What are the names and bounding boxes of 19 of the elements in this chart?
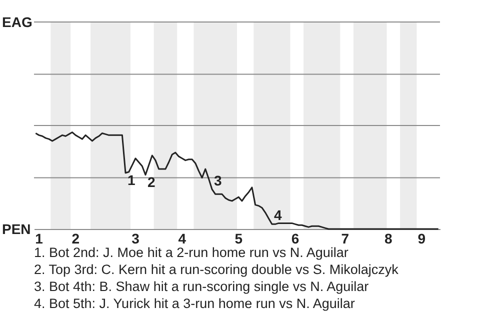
x-tick-label: 6 [291, 230, 300, 246]
x-tick-label: 3 [132, 230, 140, 246]
annotation: 4 [274, 207, 282, 224]
x-tick-label: 9 [418, 230, 426, 246]
x-tick-label: 1 [35, 230, 44, 246]
x-tick-label: 4 [178, 230, 186, 246]
x-tick-label: 8 [384, 230, 393, 246]
text: 2. Top 3rd: C. Kern hit a run-scoring double vs S. Mikolajczyk [34, 261, 398, 278]
text: 3. Bot 4th: B. Shaw hit a run-scoring single vs N. Aguilar [34, 278, 370, 295]
x-tick-label: 5 [234, 230, 243, 246]
annotation: 1 [128, 172, 136, 188]
annotation: 3 [214, 172, 222, 188]
annotation: 2 [147, 174, 156, 190]
text: 1. Bot 2nd: J. Moe hit a 2-run home run vs N. Aguilar [34, 245, 348, 260]
x-tick-label: 7 [341, 230, 350, 246]
text: EAG [2, 14, 32, 30]
x-tick-label: 2 [72, 230, 80, 246]
text: 4. Bot 5th: J. Yurick hit a 3-run home run vs N. Aguilar [34, 295, 356, 312]
text: PEN [2, 221, 31, 237]
